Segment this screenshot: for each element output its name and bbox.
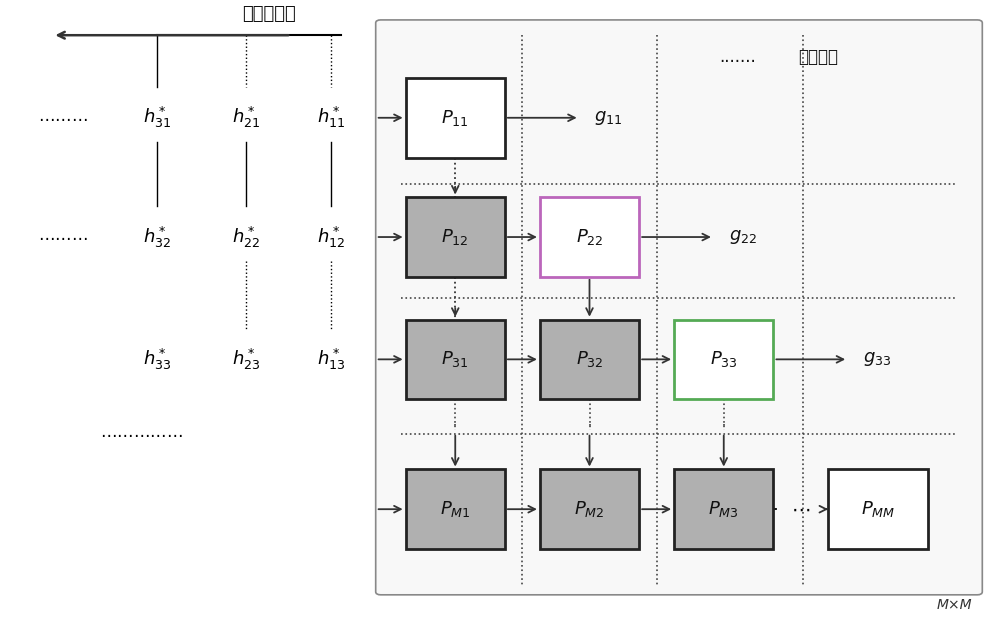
Text: $\cdots$: $\cdots$ — [791, 500, 810, 519]
FancyBboxPatch shape — [376, 20, 982, 595]
Text: .......: ....... — [719, 48, 756, 66]
Text: $g_{33}$: $g_{33}$ — [863, 350, 891, 368]
Bar — [540, 197, 639, 277]
Text: $\mathit{P}_{32}$: $\mathit{P}_{32}$ — [576, 349, 603, 370]
Text: $g_{11}$: $g_{11}$ — [594, 109, 623, 127]
Bar — [674, 319, 773, 399]
Text: $\mathit{P}_{31}$: $\mathit{P}_{31}$ — [441, 349, 469, 370]
Text: M×M: M×M — [937, 598, 972, 612]
Text: $h_{23}^*$: $h_{23}^*$ — [232, 347, 261, 372]
Text: $\mathit{P}_{22}$: $\mathit{P}_{22}$ — [576, 227, 603, 247]
Bar — [674, 469, 773, 549]
Text: $\cdots\cdots\cdots\cdots\cdots$: $\cdots\cdots\cdots\cdots\cdots$ — [100, 425, 184, 443]
Bar — [406, 197, 505, 277]
Text: $\mathit{P}_{MM}$: $\mathit{P}_{MM}$ — [861, 499, 895, 519]
Text: 按时序输入: 按时序输入 — [242, 5, 296, 23]
Bar — [406, 78, 505, 157]
Text: $\mathit{P}_{M3}$: $\mathit{P}_{M3}$ — [708, 499, 739, 519]
Text: $h_{13}^*$: $h_{13}^*$ — [317, 347, 345, 372]
Bar — [406, 319, 505, 399]
Text: $\mathit{P}_{33}$: $\mathit{P}_{33}$ — [710, 349, 738, 370]
Text: $h_{22}^*$: $h_{22}^*$ — [232, 225, 261, 249]
Text: $\mathit{P}_{M1}$: $\mathit{P}_{M1}$ — [440, 499, 471, 519]
Text: $\mathit{P}_{12}$: $\mathit{P}_{12}$ — [441, 227, 469, 247]
Text: $g_{22}$: $g_{22}$ — [729, 228, 757, 246]
Bar — [540, 469, 639, 549]
Bar — [406, 469, 505, 549]
Text: $h_{21}^*$: $h_{21}^*$ — [232, 105, 261, 131]
Text: $\cdots\cdots\cdots$: $\cdots\cdots\cdots$ — [38, 228, 87, 246]
Text: $\cdots\cdots\cdots$: $\cdots\cdots\cdots$ — [38, 109, 87, 127]
Text: $\mathit{P}_{11}$: $\mathit{P}_{11}$ — [441, 108, 469, 128]
Text: $h_{32}^*$: $h_{32}^*$ — [143, 225, 171, 249]
Text: $h_{31}^*$: $h_{31}^*$ — [143, 105, 171, 131]
Bar — [540, 319, 639, 399]
Text: $h_{11}^*$: $h_{11}^*$ — [317, 105, 345, 131]
Text: $h_{12}^*$: $h_{12}^*$ — [317, 225, 345, 249]
Text: ：流水线: ：流水线 — [798, 48, 838, 66]
Text: $h_{33}^*$: $h_{33}^*$ — [143, 347, 171, 372]
Text: $\mathit{P}_{M2}$: $\mathit{P}_{M2}$ — [574, 499, 605, 519]
Bar — [828, 469, 928, 549]
